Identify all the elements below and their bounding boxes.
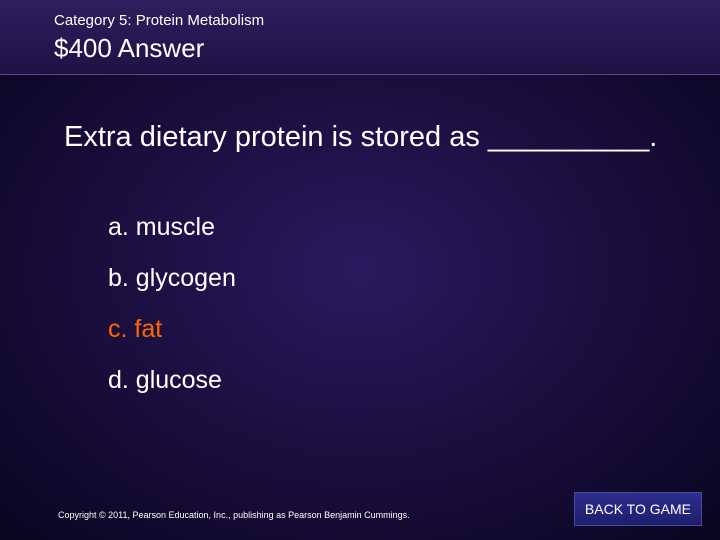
option-c: c. fat [108,315,670,344]
copyright-text: Copyright © 2011, Pearson Education, Inc… [58,510,410,520]
options-list: a. muscle b. glycogen c. fat d. glucose [64,213,670,395]
value-answer-label: $400 Answer [54,33,720,64]
slide-content: Extra dietary protein is stored as _____… [0,75,720,395]
question-text: Extra dietary protein is stored as _____… [64,119,670,157]
category-label: Category 5: Protein Metabolism [54,12,720,29]
slide-header: Category 5: Protein Metabolism $400 Answ… [0,0,720,75]
back-to-game-button[interactable]: BACK TO GAME [574,492,702,526]
option-d: d. glucose [108,366,670,395]
option-b: b. glycogen [108,264,670,293]
option-a: a. muscle [108,213,670,242]
